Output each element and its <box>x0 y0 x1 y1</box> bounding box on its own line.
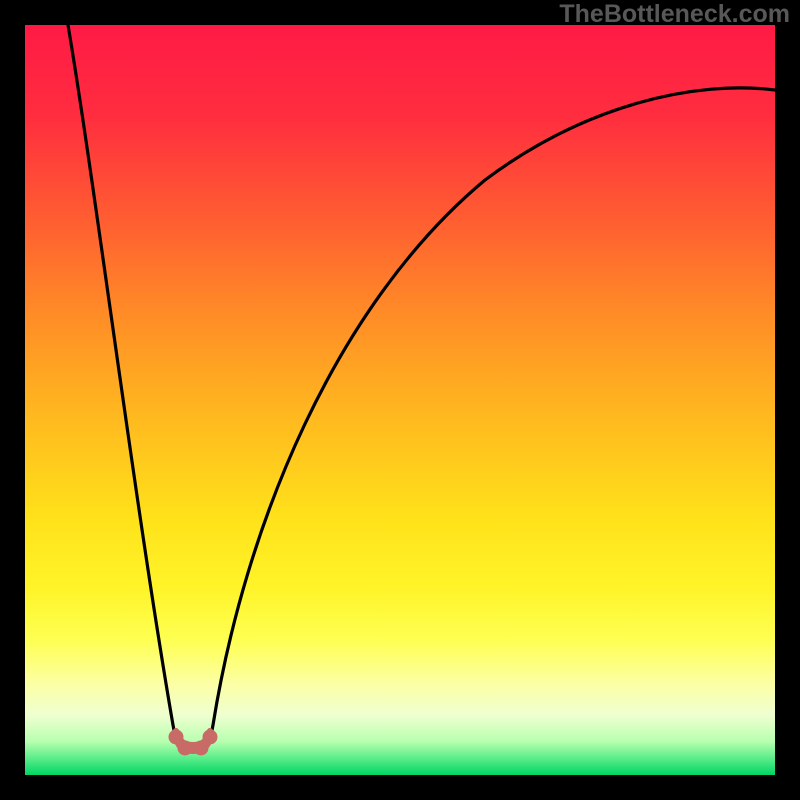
curve-left-branch <box>68 25 193 748</box>
watermark-text: TheBottleneck.com <box>559 0 790 29</box>
chart-curve-layer <box>25 25 775 775</box>
valley-dot <box>203 730 218 745</box>
valley-dot <box>178 741 193 756</box>
curve-right-branch <box>193 88 775 748</box>
chart-plot-area <box>25 25 775 775</box>
